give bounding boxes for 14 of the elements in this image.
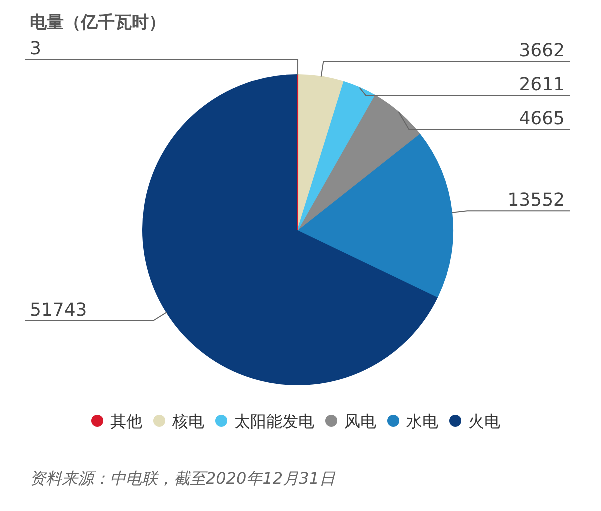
- legend-label: 火电: [468, 412, 500, 431]
- data-label: 13552: [508, 190, 565, 212]
- data-label: 3662: [519, 40, 565, 62]
- legend-label: 风电: [344, 412, 376, 431]
- data-label: 4665: [519, 108, 565, 130]
- legend-label: 太阳能发电: [234, 412, 314, 431]
- chart-title: 电量（亿千瓦时）: [30, 13, 166, 33]
- text: 资料来源：中电联，截至2020年12月31日: [30, 469, 336, 488]
- legend-label: 其他: [110, 412, 142, 431]
- legend-label: 核电: [172, 412, 204, 431]
- data-label: 2611: [519, 74, 565, 96]
- data-label: 51743: [30, 300, 88, 321]
- legend-label: 水电: [406, 412, 438, 431]
- data-label: 3: [30, 38, 42, 60]
